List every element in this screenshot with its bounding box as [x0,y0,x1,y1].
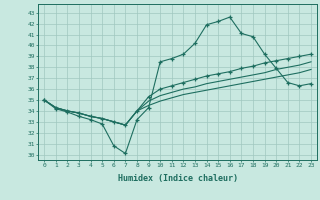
X-axis label: Humidex (Indice chaleur): Humidex (Indice chaleur) [118,174,238,183]
